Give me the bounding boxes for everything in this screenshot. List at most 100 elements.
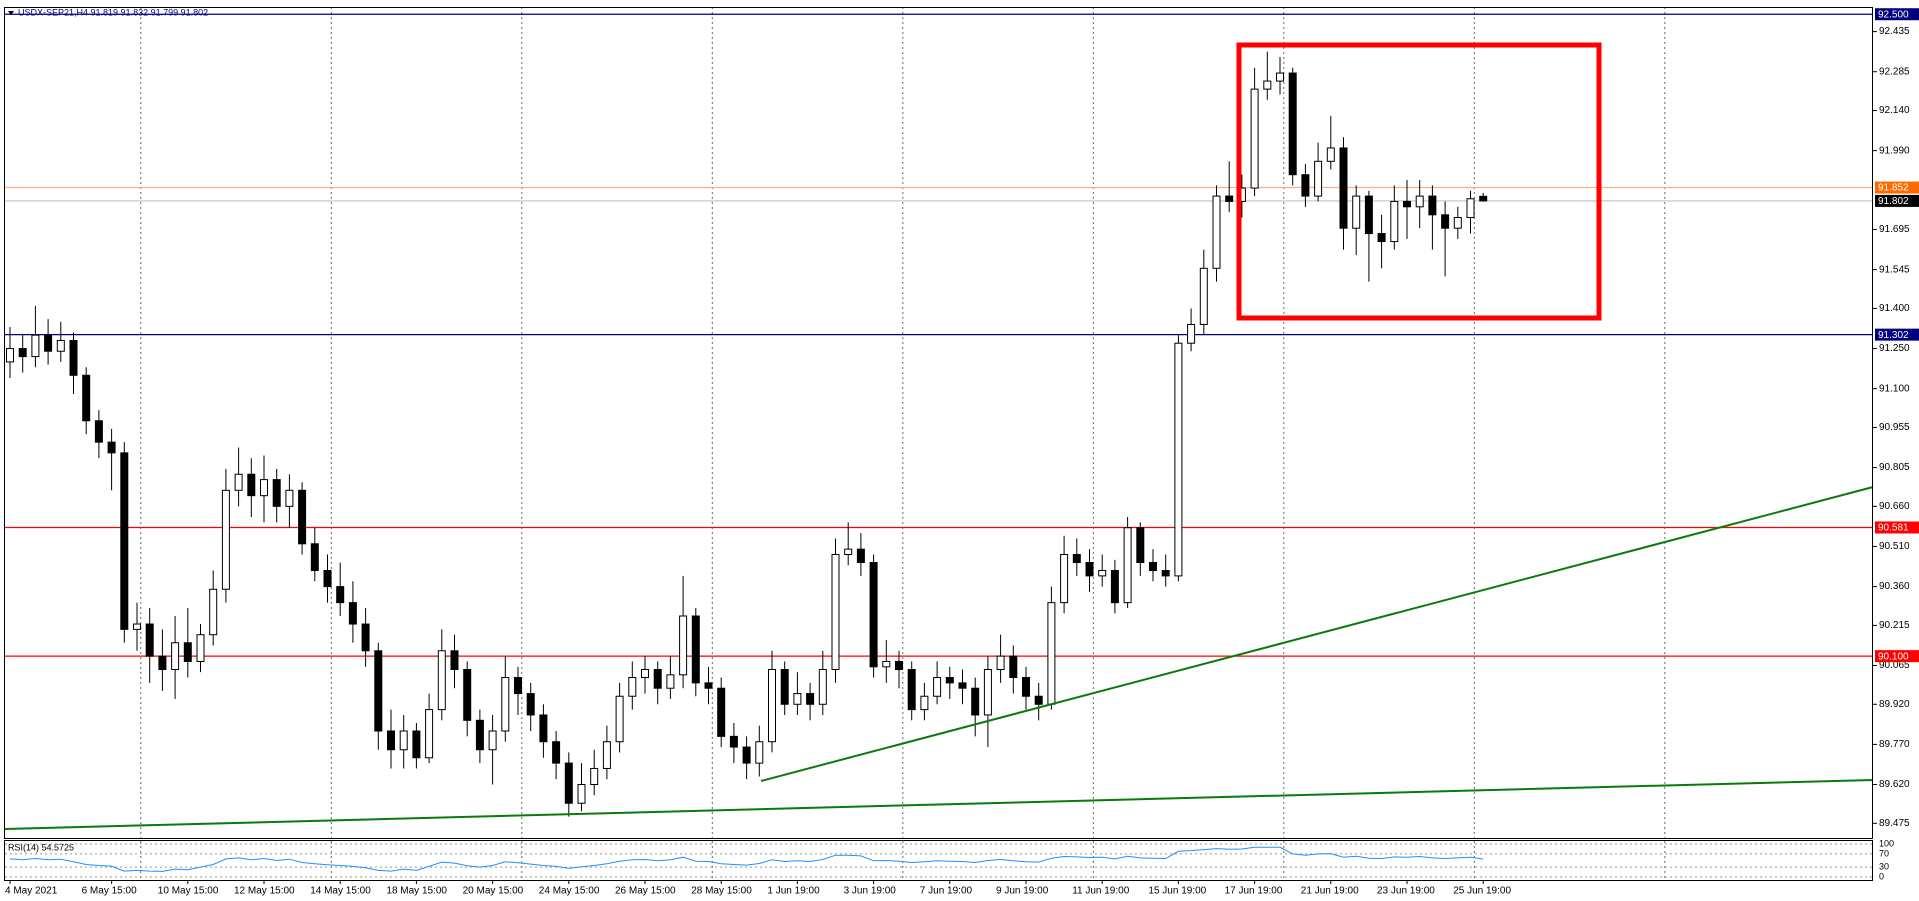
rsi-tick-label: 70 [1879, 848, 1889, 858]
candle-body [323, 570, 332, 588]
candle-body [1187, 323, 1196, 344]
x-tick-label: 15 Jun 19:00 [1148, 886, 1206, 897]
candle-body [1250, 88, 1259, 189]
candle-body [1199, 267, 1208, 325]
rsi-frame [4, 840, 1873, 881]
candle-body [653, 668, 662, 689]
candle-body [755, 741, 764, 764]
candle-body [348, 602, 357, 625]
highlight-box [1236, 42, 1602, 321]
candle-body [1034, 695, 1043, 705]
candle-body [475, 719, 484, 751]
y-tick-label: 92.435 [1879, 26, 1910, 37]
candle-body [602, 741, 611, 769]
candle-body [1060, 553, 1069, 604]
y-tick-label: 91.250 [1879, 343, 1910, 354]
rsi-tick-label: 30 [1879, 861, 1889, 871]
y-tick-label: 91.545 [1879, 264, 1910, 275]
level-label-bg [1875, 650, 1919, 663]
candle-body [1415, 195, 1424, 208]
candle-body [1466, 198, 1475, 218]
candle-body [158, 655, 167, 670]
candle-body [1098, 570, 1107, 577]
x-tick-label: 7 Jun 19:00 [920, 886, 973, 897]
candle-body [1276, 72, 1284, 82]
candle-body [1453, 216, 1462, 229]
candle-body [526, 693, 535, 716]
y-tick-label: 91.990 [1879, 145, 1910, 156]
level-label: 91.802 [1878, 196, 1909, 207]
y-tick-label: 89.620 [1879, 779, 1910, 790]
candle-body [69, 340, 78, 376]
candle-body [183, 642, 192, 662]
x-tick-label: 26 May 15:00 [615, 886, 676, 897]
y-tick-label: 92.285 [1879, 66, 1910, 77]
y-tick-label: 92.140 [1879, 105, 1910, 116]
candle-body [691, 615, 700, 684]
candle-body [501, 677, 510, 732]
chart-title: USDX-SEP21,H4 91.819 91.832 91.799 91.80… [18, 7, 208, 17]
candle-body [552, 741, 561, 764]
y-tick-label: 90.805 [1879, 462, 1910, 473]
x-tick-label: 28 May 15:00 [691, 886, 752, 897]
candle-body [983, 668, 992, 716]
candle-body [1339, 147, 1348, 229]
candle-body [1085, 562, 1094, 577]
candle-body [1161, 570, 1170, 577]
candle-body [628, 677, 637, 697]
candle-body [209, 588, 218, 636]
candle-body [1352, 195, 1361, 229]
candle-body [437, 650, 446, 711]
y-tick-label: 89.770 [1879, 739, 1910, 750]
rsi-title: RSI(14) 54.5725 [8, 842, 74, 852]
candle-body [412, 730, 421, 759]
rsi-tick-label: 0 [1879, 871, 1884, 881]
candle-body [539, 714, 548, 743]
candle-body [1174, 342, 1183, 577]
candle-body [1136, 527, 1145, 564]
candle-body [450, 650, 459, 670]
candle-body [831, 553, 840, 670]
x-tick-label: 21 Jun 19:00 [1301, 886, 1359, 897]
candle-body [895, 660, 903, 670]
candle-body [1364, 195, 1373, 235]
y-tick-label: 90.660 [1879, 501, 1910, 512]
candle-body [1301, 174, 1310, 197]
trendline [760, 486, 1874, 782]
candle-body [133, 623, 141, 630]
y-tick-label: 90.510 [1879, 541, 1910, 552]
candle-body [933, 677, 942, 697]
rsi-line [9, 846, 1484, 872]
levels-layer [5, 13, 1873, 657]
candle-body [1149, 562, 1157, 572]
candle-body [488, 730, 497, 751]
candle-body [247, 473, 256, 497]
drawings [4, 42, 1874, 830]
candle-body [564, 762, 573, 804]
x-tick-label: 23 Jun 19:00 [1377, 886, 1435, 897]
candle-body [971, 687, 980, 716]
candle-body [260, 479, 268, 497]
candle-body [729, 735, 738, 748]
candle-body [856, 548, 865, 564]
y-tick-label: 91.695 [1879, 224, 1910, 235]
candle-body [374, 650, 383, 732]
x-tick-label: 17 Jun 19:00 [1225, 886, 1283, 897]
candle-body [780, 668, 789, 705]
candle-body [920, 695, 929, 711]
candle-body [31, 334, 40, 358]
candle-body [717, 687, 726, 737]
x-tick-label: 1 Jun 19:00 [767, 886, 820, 897]
y-tick-label: 90.215 [1879, 620, 1910, 631]
candle-body [1390, 200, 1399, 243]
candle-body [1047, 602, 1056, 705]
candle-body [56, 340, 65, 352]
level-label-bg [1875, 194, 1919, 207]
candle-body [107, 441, 116, 454]
rsi-tick-label: 100 [1879, 838, 1894, 848]
x-tick-label: 6 May 15:00 [82, 886, 137, 897]
candle-body [742, 746, 751, 764]
candle-body [1225, 195, 1234, 202]
candle-body [1110, 570, 1119, 604]
candle-body [1403, 200, 1411, 208]
